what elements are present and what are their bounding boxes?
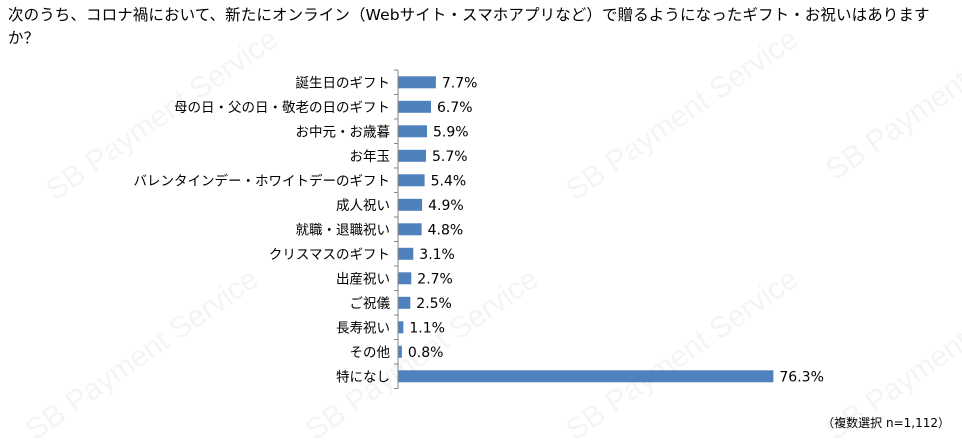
category-label: バレンタインデー・ホワイトデーのギフト [134, 172, 391, 189]
category-label: 特になし [336, 369, 390, 385]
value-label: 0.8% [408, 345, 444, 361]
footnote: （複数選択 n=1,112） [822, 416, 950, 430]
bar [398, 174, 425, 187]
value-label: 76.3% [779, 369, 823, 385]
bar [398, 272, 412, 285]
category-label: 母の日・父の日・敬老の日のギフト [174, 100, 390, 116]
category-label: クリスマスのギフト [269, 247, 390, 263]
value-label: 2.7% [417, 271, 453, 287]
category-label: お年玉 [350, 149, 391, 165]
bar [398, 100, 431, 113]
category-label: 出産祝い [336, 271, 390, 287]
bar [398, 296, 411, 309]
bar [398, 125, 427, 138]
bar [398, 247, 414, 260]
bar [398, 149, 426, 162]
bar [398, 370, 774, 383]
value-label: 1.1% [409, 320, 445, 336]
bar [398, 345, 402, 358]
value-label: 4.8% [428, 222, 464, 238]
category-label: 就職・退職祝い [296, 222, 391, 238]
category-label: 長寿祝い [336, 319, 390, 336]
value-label: 3.1% [419, 247, 455, 263]
category-label: 成人祝い [336, 198, 390, 214]
bar [398, 223, 422, 236]
value-label: 5.4% [431, 173, 467, 189]
category-label: ご祝儀 [350, 296, 391, 312]
chart-title: 次のうち、コロナ禍において、新たにオンライン（Webサイト・スマホアプリなど）で… [8, 6, 930, 47]
category-label: その他 [350, 345, 391, 361]
value-label: 2.5% [416, 296, 452, 312]
value-label: 7.7% [442, 75, 478, 91]
bar [398, 198, 423, 211]
bar [398, 76, 436, 89]
category-label: お中元・お歳暮 [296, 124, 391, 140]
category-label: 誕生日のギフト [296, 75, 391, 91]
value-label: 5.7% [432, 149, 468, 165]
bar [398, 321, 404, 334]
value-label: 5.9% [433, 124, 469, 140]
value-label: 4.9% [428, 198, 464, 214]
value-label: 6.7% [437, 100, 473, 116]
